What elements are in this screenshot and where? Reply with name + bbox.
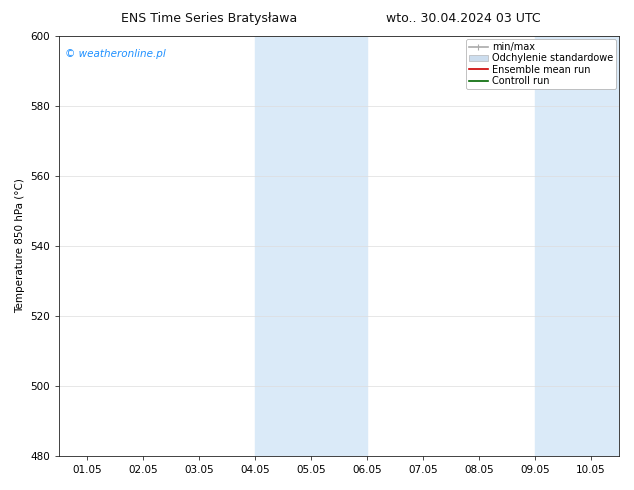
Text: wto.. 30.04.2024 03 UTC: wto.. 30.04.2024 03 UTC [385,12,540,25]
Bar [535,36,634,456]
Y-axis label: Temperature 850 hPa (°C): Temperature 850 hPa (°C) [15,179,25,314]
Legend: min/max, Odchylenie standardowe, Ensemble mean run, Controll run: min/max, Odchylenie standardowe, Ensembl… [465,39,616,89]
Bar [256,36,367,456]
Text: ENS Time Series Bratysława: ENS Time Series Bratysława [121,12,297,25]
Text: © weatheronline.pl: © weatheronline.pl [65,49,165,59]
